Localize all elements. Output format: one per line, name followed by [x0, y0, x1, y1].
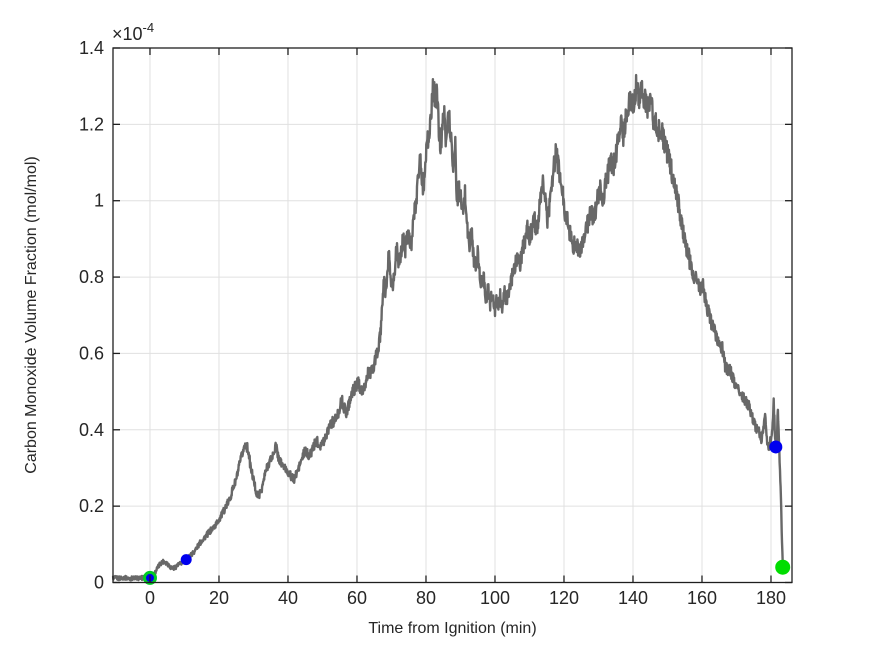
y-tick-label: 1: [94, 191, 104, 211]
x-tick-label: 20: [209, 588, 229, 608]
axes-box: [112, 47, 793, 584]
x-tick-label: 180: [756, 588, 786, 608]
end-marker: [775, 559, 791, 575]
x-tick-label: 80: [416, 588, 436, 608]
y-tick-label: 0.8: [79, 267, 104, 287]
x-tick-label: 120: [549, 588, 579, 608]
early-marker: [180, 554, 192, 566]
x-tick-label: 160: [687, 588, 717, 608]
x-tick-label: 100: [480, 588, 510, 608]
y-tick-label: 0.4: [79, 420, 104, 440]
exponent-power: -4: [143, 20, 155, 35]
y-tick-label: 1.4: [79, 38, 104, 58]
y-axis-label: Carbon Monoxide Volume Fraction (mol/mol…: [23, 156, 40, 473]
x-axis-label: Time from Ignition (min): [368, 620, 536, 637]
co-trace: [111, 73, 785, 582]
y-tick-label: 1.2: [79, 114, 104, 134]
x-tick-label: 0: [145, 588, 155, 608]
y-axis-exponent-label: ×10-4: [112, 20, 154, 44]
exponent-mantissa: ×10: [112, 24, 143, 44]
y-tick-label: 0.2: [79, 496, 104, 516]
y-tick-label: 0.6: [79, 343, 104, 363]
x-tick-label: 60: [347, 588, 367, 608]
y-tick-label: 0: [94, 573, 104, 593]
x-tick-label: 40: [278, 588, 298, 608]
chart-layers: 0 20 40 60 80 100 120 140 160 180 0 0.2 0.4 0.6 0.8 1 1.…: [79, 38, 793, 608]
x-tick-label: 140: [618, 588, 648, 608]
late-marker: [769, 440, 783, 454]
